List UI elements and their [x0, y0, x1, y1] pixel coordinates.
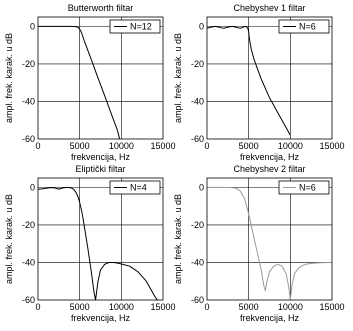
legend: N=12: [109, 19, 161, 34]
chart-title: Chebyshev 1 filtar: [233, 3, 305, 13]
plot-area: [37, 177, 164, 301]
x-tick-label: 0: [204, 302, 209, 312]
y-tick-label: -60: [191, 295, 204, 305]
legend-box: [278, 180, 330, 195]
x-tick-label: 15000: [150, 141, 175, 151]
y-tick-label: -60: [22, 134, 35, 144]
series-line: [207, 186, 333, 301]
legend-box: [278, 19, 330, 34]
legend-label: N=6: [299, 22, 316, 32]
legend: N=6: [278, 180, 330, 195]
y-tick-label: -40: [22, 96, 35, 106]
legend: N=4: [109, 180, 161, 195]
y-axis-label: ampl. frek. karak. u dB: [4, 194, 14, 284]
y-axis-label: ampl. frek. karak. u dB: [4, 33, 14, 123]
x-tick-label: 15000: [150, 302, 175, 312]
plot-area: [206, 177, 333, 301]
chart-panel-1: Butterworth filtar 0 5000 10000 15000 0 -20 -40…: [4, 3, 176, 162]
chart-title: Butterworth filtar: [68, 3, 134, 13]
chart-panel-4: Chebyshev 2 filtar 0 5000 10000 15000 0 -20 -40…: [173, 164, 345, 323]
x-tick-label: 0: [204, 141, 209, 151]
legend-label: N=6: [299, 183, 316, 193]
series-line: [206, 25, 291, 136]
y-tick-label: -20: [191, 59, 204, 69]
y-tick-label: 0: [30, 21, 35, 31]
legend-label: N=4: [130, 183, 147, 193]
y-tick-label: -60: [22, 295, 35, 305]
x-tick-label: 5000: [239, 302, 259, 312]
legend-box: [109, 19, 161, 34]
x-axis-label: frekvencija, Hz: [240, 152, 300, 162]
y-tick-label: -40: [191, 257, 204, 267]
x-axis-label: frekvencija, Hz: [71, 313, 131, 323]
x-tick-label: 10000: [278, 141, 303, 151]
y-tick-label: 0: [199, 21, 204, 31]
plot-area: [206, 16, 333, 140]
x-tick-label: 10000: [278, 302, 303, 312]
legend: N=6: [278, 19, 330, 34]
y-tick-label: -20: [191, 220, 204, 230]
legend-label: N=12: [130, 22, 152, 32]
y-tick-label: -20: [22, 59, 35, 69]
series-line: [38, 25, 121, 140]
x-tick-label: 15000: [319, 302, 344, 312]
series-line: [37, 186, 159, 301]
y-tick-label: 0: [30, 182, 35, 192]
chart-panel-3: Eliptički filtar 0 5000 10000 15000 0 -20 -40 -6…: [4, 164, 176, 323]
x-tick-label: 0: [35, 302, 40, 312]
y-tick-label: 0: [199, 182, 204, 192]
y-tick-label: -40: [191, 96, 204, 106]
y-axis-label: ampl. frek. karak. u dB: [173, 33, 183, 123]
y-tick-label: -40: [22, 257, 35, 267]
x-tick-label: 10000: [109, 302, 134, 312]
x-tick-label: 0: [35, 141, 40, 151]
chart-title: Chebyshev 2 filtar: [233, 164, 305, 174]
x-axis-label: frekvencija, Hz: [71, 152, 131, 162]
y-tick-label: -20: [22, 220, 35, 230]
plot-area: [37, 16, 164, 140]
x-tick-label: 15000: [319, 141, 344, 151]
y-tick-label: -60: [191, 134, 204, 144]
x-tick-label: 5000: [70, 302, 90, 312]
chart-panel-2: Chebyshev 1 filtar 0 5000 10000 15000 0 -20 -40…: [173, 3, 345, 162]
x-tick-label: 5000: [70, 141, 90, 151]
x-tick-label: 5000: [239, 141, 259, 151]
x-tick-label: 10000: [109, 141, 134, 151]
x-axis-label: frekvencija, Hz: [240, 313, 300, 323]
chart-title: Eliptički filtar: [75, 164, 125, 174]
legend-box: [109, 180, 161, 195]
y-axis-label: ampl. frek. karak. u dB: [173, 194, 183, 284]
